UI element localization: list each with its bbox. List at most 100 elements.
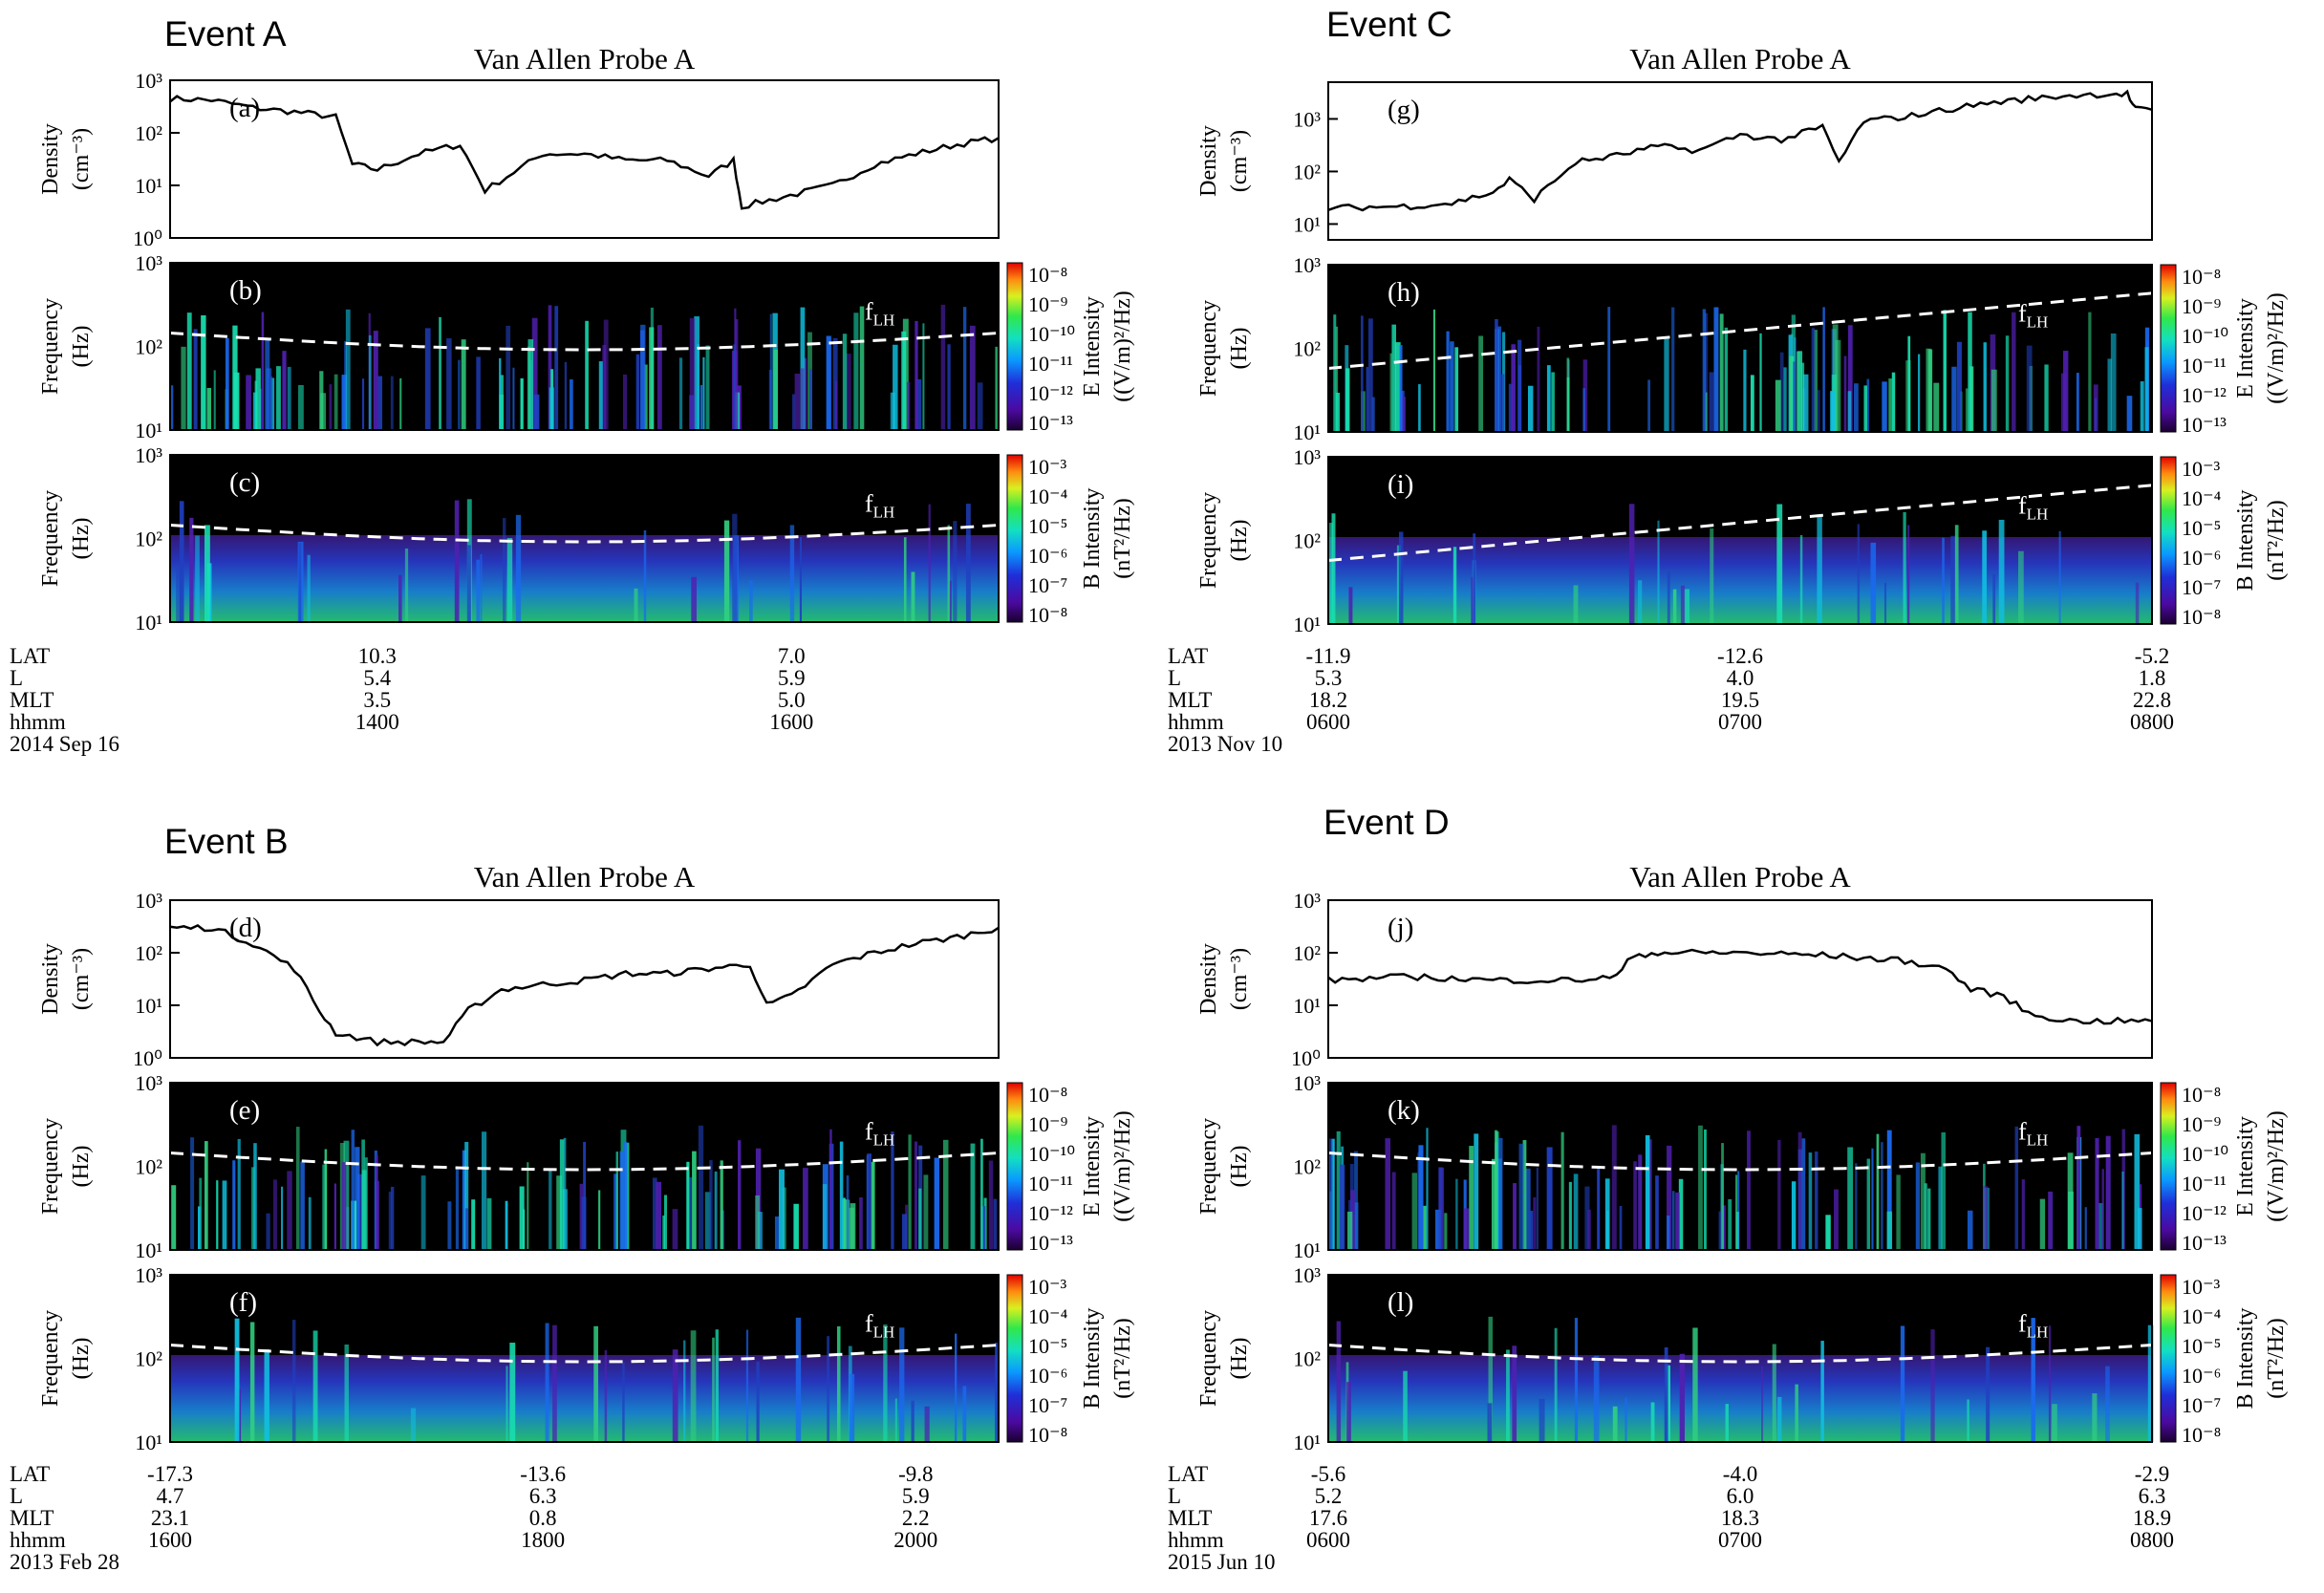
emission-streak xyxy=(509,1343,516,1442)
emission-streak xyxy=(619,1151,625,1250)
emission-streak xyxy=(800,368,805,430)
emission-streak xyxy=(549,387,555,430)
ephemeris-value: 5.9 xyxy=(902,1484,930,1508)
emission-streak xyxy=(1855,1163,1858,1250)
emission-streak xyxy=(556,1175,563,1250)
emission-streak xyxy=(839,1141,844,1250)
colorbar-tick-label: 10⁻¹¹ xyxy=(1028,352,1073,376)
emission-streak xyxy=(1568,1181,1572,1250)
emission-streak xyxy=(1791,1181,1797,1250)
emission-streak xyxy=(1367,318,1373,432)
emission-streak xyxy=(481,1131,487,1250)
emission-streak xyxy=(307,554,311,622)
emission-streak xyxy=(1650,1402,1655,1442)
emission-streak xyxy=(410,1408,417,1442)
panel-label: (a) xyxy=(229,93,260,123)
spectrogram-frame xyxy=(1327,264,2153,433)
density-tick-label: 10² xyxy=(135,121,162,145)
emission-streak xyxy=(940,304,946,430)
colorbar-tick-label: 10⁻³ xyxy=(1028,1275,1067,1299)
colorbar-tick-label: 10⁻¹¹ xyxy=(2182,354,2227,377)
density-series-line xyxy=(1327,89,2153,212)
emission-streak xyxy=(291,1320,296,1442)
ephemeris-value: 0600 xyxy=(1306,710,1350,734)
emission-streak xyxy=(1394,342,1401,432)
emission-streak xyxy=(181,346,186,430)
density-axis-label: Density xyxy=(1196,943,1221,1015)
freq-axis-label: Frequency xyxy=(1196,492,1221,589)
emission-streak xyxy=(969,325,976,430)
emission-streak xyxy=(1918,354,1921,432)
emission-streak xyxy=(890,392,895,430)
ephemeris-value: 23.1 xyxy=(151,1506,189,1530)
emission-streak xyxy=(545,1323,549,1442)
emission-streak xyxy=(476,559,480,622)
ephemeris-row-label: MLT xyxy=(1168,1506,1212,1530)
ephemeris-value: 0800 xyxy=(2130,1528,2174,1552)
emission-streak xyxy=(1418,384,1421,432)
emission-streak xyxy=(486,1197,492,1250)
flh-subscript: LH xyxy=(873,1131,895,1150)
colorbar-tick-label: 10⁻¹³ xyxy=(2182,413,2227,437)
density-tick-label: 10¹ xyxy=(135,994,162,1018)
probe-title: Van Allen Probe A xyxy=(1629,42,1851,75)
emission-streak xyxy=(1628,504,1635,624)
emission-streak xyxy=(723,520,730,622)
emission-streak xyxy=(298,543,302,622)
emission-streak xyxy=(678,357,683,430)
emission-streak xyxy=(899,1327,905,1442)
emission-streak xyxy=(465,1208,468,1250)
emission-streak xyxy=(795,1317,802,1442)
emission-streak xyxy=(1672,589,1677,624)
freq-axis-unit: (Hz) xyxy=(69,1146,94,1188)
emission-streak xyxy=(2134,1133,2141,1250)
emission-streak xyxy=(934,1157,939,1250)
emission-streak xyxy=(774,1216,780,1250)
emission-streak xyxy=(709,1160,713,1250)
colorbar-tick-label: 10⁻¹⁰ xyxy=(1028,322,1075,346)
emission-streak xyxy=(1820,1341,1824,1442)
emission-streak xyxy=(995,346,998,430)
emission-streak xyxy=(1637,580,1643,624)
density-axis-label: Density xyxy=(1196,125,1221,197)
emission-streak xyxy=(664,1195,668,1250)
colorbar-tick-label: 10⁻⁵ xyxy=(2182,1334,2221,1358)
emission-streak xyxy=(1426,1128,1429,1250)
emission-streak xyxy=(914,1141,918,1250)
emission-streak xyxy=(480,554,483,622)
emission-streak xyxy=(351,1130,355,1250)
ephemeris-value: -4.0 xyxy=(1723,1462,1757,1486)
ephemeris-row-label: L xyxy=(1168,1484,1181,1508)
emission-streak xyxy=(2039,1198,2046,1250)
flh-curve xyxy=(169,1344,1000,1364)
ephemeris-value: 4.0 xyxy=(1727,666,1754,690)
ephemeris-row-label: hhmm xyxy=(1168,1528,1224,1552)
emission-streak xyxy=(1903,511,1906,624)
emission-streak xyxy=(1582,359,1588,432)
emission-streak xyxy=(849,1207,855,1250)
emission-streak xyxy=(1710,527,1714,624)
emission-streak xyxy=(197,1206,201,1250)
emission-streak xyxy=(1920,1152,1926,1250)
emission-streak xyxy=(2105,1366,2110,1442)
emission-streak xyxy=(1943,310,1947,432)
ephemeris-value: 2000 xyxy=(893,1528,937,1552)
emission-streak xyxy=(672,1349,678,1442)
emission-streak xyxy=(1385,1138,1391,1250)
emission-streak xyxy=(1403,1370,1408,1442)
freq-axis-label: Frequency xyxy=(38,490,63,587)
ephemeris-row-label: hhmm xyxy=(10,710,66,734)
freq-axis-unit: (Hz) xyxy=(1227,328,1252,370)
colorbar-tick-label: 10⁻⁷ xyxy=(2182,575,2221,599)
emission-streak xyxy=(1499,374,1505,432)
emission-streak xyxy=(799,537,803,622)
panel-label: (f) xyxy=(229,1287,257,1318)
emission-streak xyxy=(1438,1167,1443,1250)
emission-streak xyxy=(1667,1215,1670,1250)
emission-streak xyxy=(829,1129,832,1250)
emission-streak xyxy=(1915,1162,1921,1250)
emission-streak xyxy=(1582,388,1585,432)
emission-streak xyxy=(1721,1143,1724,1250)
ephemeris-value: 10.3 xyxy=(358,644,397,668)
emission-streak xyxy=(1992,573,1996,624)
